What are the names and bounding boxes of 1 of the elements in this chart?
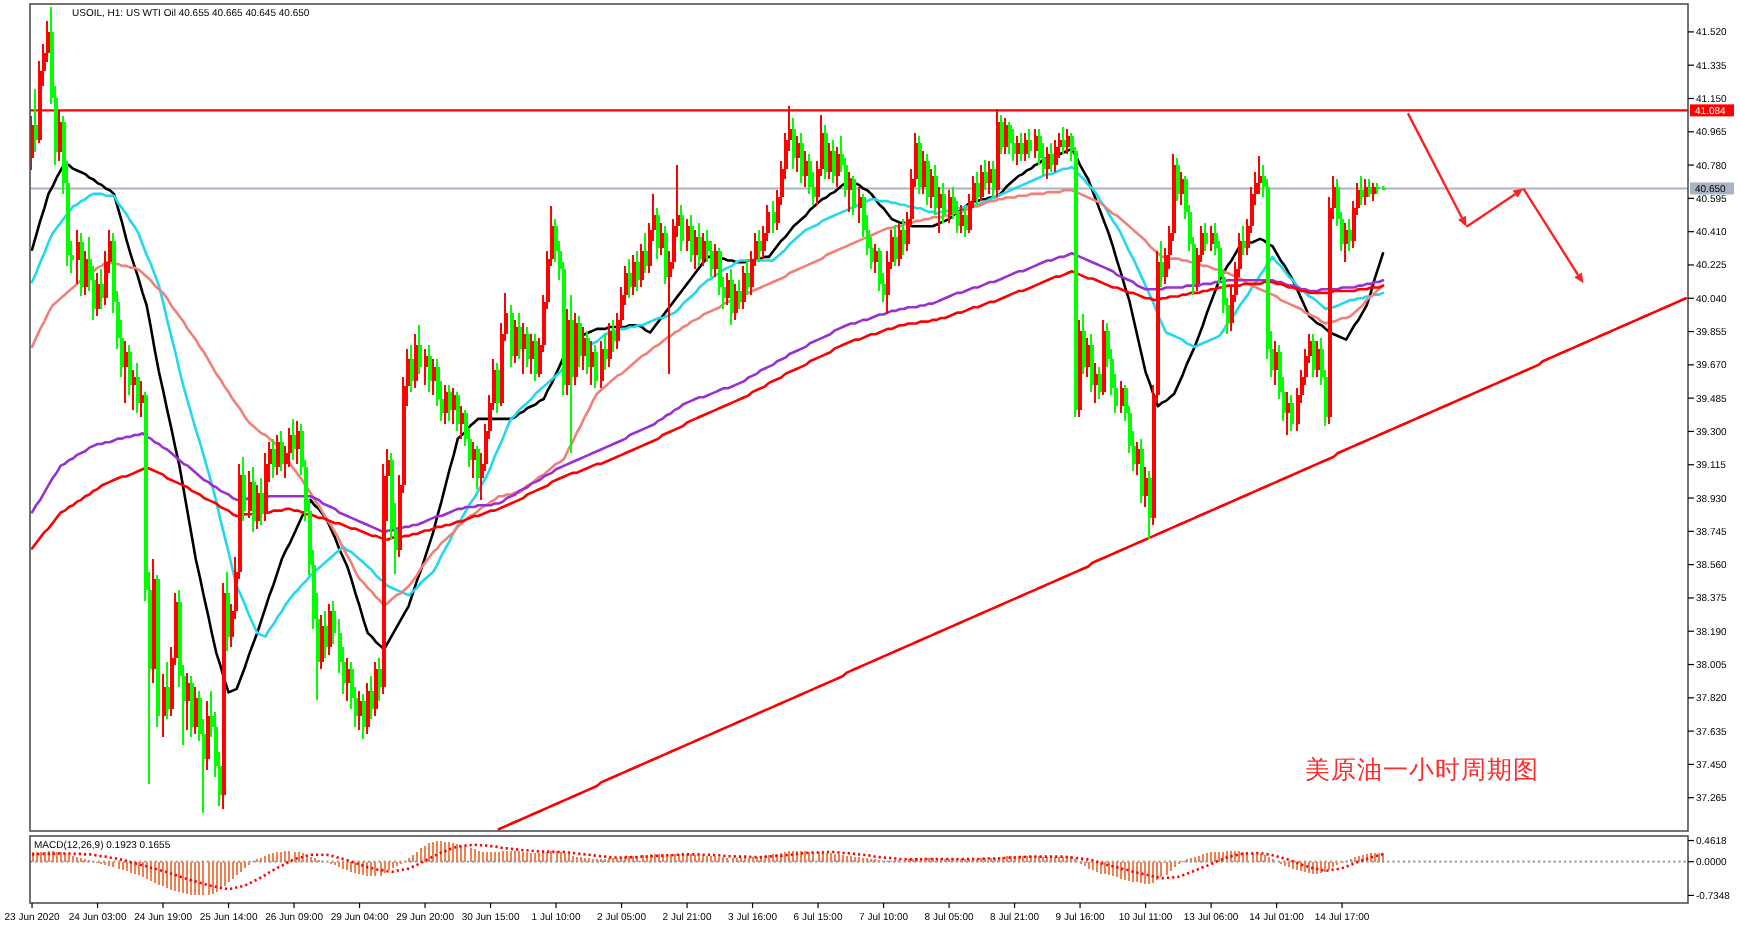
annotation: 美原油一小时周期图: [1305, 753, 1540, 784]
